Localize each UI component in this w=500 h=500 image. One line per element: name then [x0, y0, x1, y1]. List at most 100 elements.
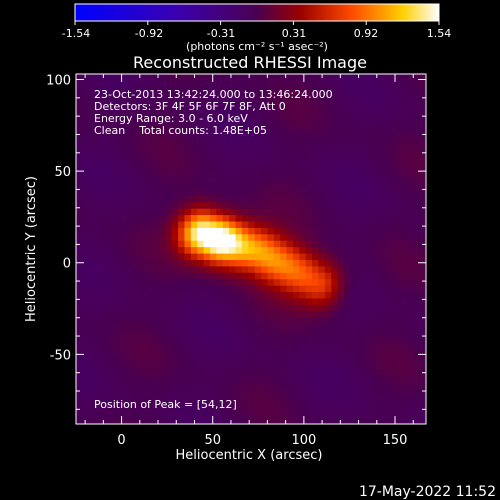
heatmap-cell	[216, 183, 224, 191]
heatmap-cell	[363, 118, 371, 126]
heatmap-cell	[146, 93, 154, 101]
heatmap-cell	[254, 394, 262, 402]
heatmap-cell	[235, 336, 243, 344]
heatmap-cell	[178, 388, 186, 396]
heatmap-cell	[146, 324, 154, 332]
heatmap-cell	[178, 195, 186, 203]
heatmap-cell	[184, 86, 192, 94]
heatmap-cell	[299, 227, 307, 235]
heatmap-cell	[356, 234, 364, 242]
heatmap-cell	[241, 259, 249, 267]
heatmap-cell	[427, 324, 434, 331]
heatmap-cell	[427, 138, 434, 145]
heatmap-cell	[318, 157, 326, 165]
heatmap-cell	[356, 106, 364, 114]
heatmap-cell	[209, 272, 217, 280]
heatmap-cell	[420, 324, 426, 332]
heatmap-cell	[312, 208, 320, 216]
heatmap-cell	[312, 304, 320, 312]
heatmap-cell	[152, 118, 160, 126]
heatmap-cell	[382, 369, 390, 377]
heatmap-cell	[203, 138, 211, 146]
heatmap-cell	[261, 292, 269, 300]
heatmap-cell	[414, 125, 422, 133]
heatmap-cell	[184, 292, 192, 300]
heatmap-cell	[235, 343, 243, 351]
heatmap-cell	[197, 266, 205, 274]
heatmap-cell	[267, 253, 275, 261]
heatmap-cell	[222, 285, 230, 293]
heatmap-cell	[222, 292, 230, 300]
heatmap-cell	[171, 381, 179, 389]
heatmap-cell	[267, 362, 275, 370]
heatmap-cell	[190, 285, 198, 293]
heatmap-cell	[216, 215, 224, 223]
heatmap-cell	[241, 298, 249, 306]
heatmap-cell	[82, 80, 90, 88]
heatmap-cell	[190, 247, 198, 255]
heatmap-cell	[414, 138, 422, 146]
heatmap-cell	[171, 259, 179, 267]
heatmap-cell	[114, 157, 122, 165]
heatmap-cell	[407, 170, 415, 178]
heatmap-cell	[254, 170, 262, 178]
heatmap-cell	[427, 369, 434, 376]
heatmap-cell	[331, 195, 339, 203]
heatmap-cell	[337, 311, 345, 319]
heatmap-cell	[133, 247, 141, 255]
heatmap-cell	[414, 247, 422, 255]
heatmap-cell	[369, 144, 377, 152]
heatmap-cell	[331, 330, 339, 338]
heatmap-cell	[158, 74, 166, 82]
heatmap-cell	[178, 144, 186, 152]
heatmap-cell	[171, 176, 179, 184]
heatmap-cell	[254, 202, 262, 210]
heatmap-cell	[248, 247, 256, 255]
heatmap-cell	[318, 93, 326, 101]
heatmap-cell	[178, 80, 186, 88]
heatmap-cell	[331, 427, 338, 434]
heatmap-cell	[95, 125, 103, 133]
heatmap-cell	[382, 163, 390, 171]
heatmap-cell	[427, 311, 434, 318]
heatmap-cell	[363, 195, 371, 203]
heatmap-cell	[382, 86, 390, 94]
heatmap-cell	[318, 394, 326, 402]
heatmap-cell	[165, 86, 173, 94]
heatmap-cell	[343, 131, 351, 139]
heatmap-cell	[190, 253, 198, 261]
heatmap-cell	[388, 292, 396, 300]
heatmap-cell	[82, 221, 90, 229]
heatmap-cell	[197, 324, 205, 332]
heatmap-cell	[178, 279, 186, 287]
heatmap-cell	[382, 112, 390, 120]
heatmap-cell	[292, 343, 300, 351]
heatmap-cell	[133, 427, 140, 434]
heatmap-cell	[216, 138, 224, 146]
heatmap-cell	[229, 388, 237, 396]
heatmap-cell	[152, 80, 160, 88]
heatmap-cell	[414, 259, 422, 267]
heatmap-cell	[101, 349, 109, 357]
heatmap-cell	[312, 112, 320, 120]
heatmap-cell	[88, 413, 96, 421]
heatmap-cell	[146, 336, 154, 344]
heatmap-cell	[223, 427, 230, 434]
heatmap-cell	[229, 189, 237, 197]
heatmap-cell	[146, 343, 154, 351]
heatmap-cell	[395, 99, 402, 107]
heatmap-cell	[127, 388, 135, 396]
heatmap-cell	[120, 298, 128, 306]
heatmap-cell	[165, 99, 173, 107]
heatmap-cell	[114, 208, 122, 216]
heatmap-cell	[107, 163, 115, 171]
heatmap-cell	[369, 86, 377, 94]
heatmap-cell	[229, 304, 237, 312]
heatmap-cell	[254, 240, 262, 248]
heatmap-cell	[337, 388, 345, 396]
heatmap-cell	[222, 253, 230, 261]
heatmap-cell	[140, 427, 147, 434]
heatmap-cell	[235, 208, 243, 216]
heatmap-cell	[343, 381, 351, 389]
heatmap-cell	[401, 317, 409, 325]
